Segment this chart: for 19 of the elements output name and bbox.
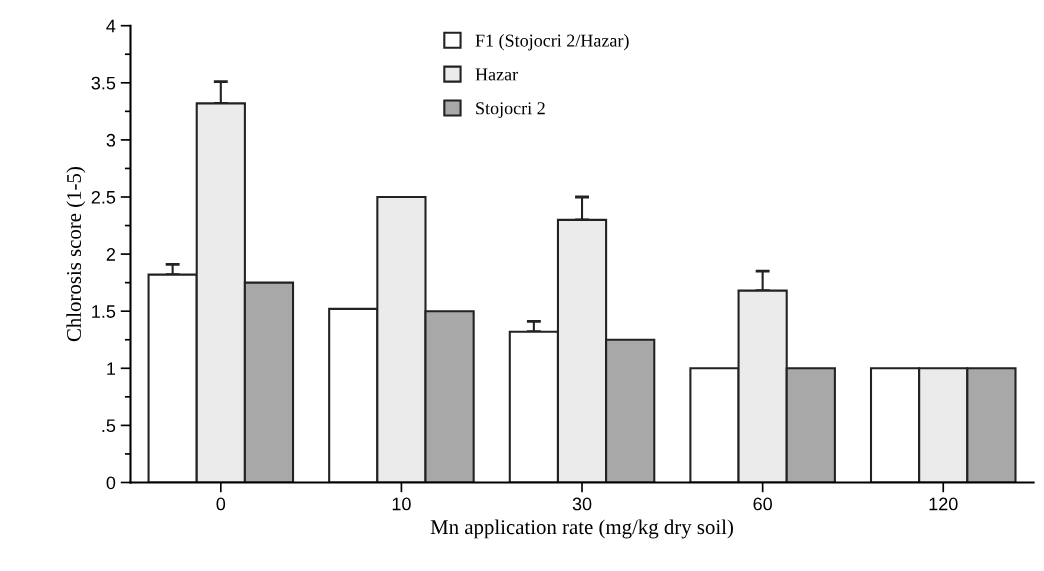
y-tick-label: 3	[106, 133, 116, 147]
y-tick-label: 2	[106, 248, 116, 261]
legend-label: F1 (Stojocri 2/Hazar)	[475, 34, 629, 51]
x-tick-label: 30	[572, 497, 592, 511]
legend-label: Hazar	[475, 68, 518, 81]
x-axis-title: Mn application rate (mg/kg dry soil)	[430, 519, 733, 539]
x-tick-label: 120	[929, 497, 958, 511]
y-tick-label: 1	[107, 362, 116, 375]
y-tick-label: 0	[106, 476, 116, 490]
y-tick-label: 2.5	[91, 190, 116, 204]
legend-label: Stojocri 2	[476, 102, 545, 119]
x-tick-label: 60	[753, 497, 772, 511]
y-tick-label: .5	[102, 419, 116, 433]
y-tick-label: 3.5	[91, 76, 116, 90]
y-tick-label: 1.5	[92, 305, 116, 318]
y-tick-label: 4	[106, 19, 116, 33]
x-tick-label: 10	[392, 497, 411, 511]
y-axis-title: Chlorosis score (1-5)	[66, 167, 86, 342]
x-tick-label: 0	[216, 497, 226, 511]
